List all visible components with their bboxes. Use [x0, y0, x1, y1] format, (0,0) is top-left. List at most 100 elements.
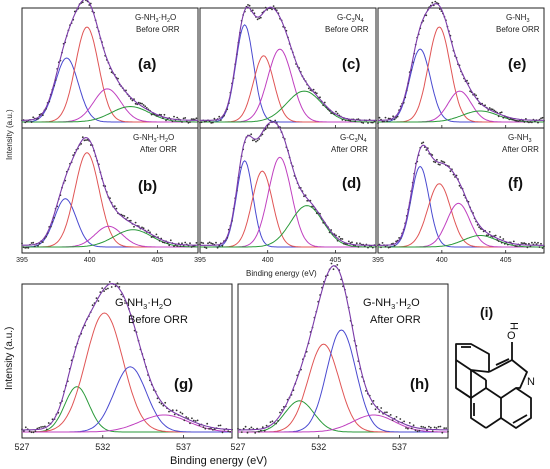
component-curve-a-3 — [22, 88, 198, 123]
raw-data-point — [246, 431, 249, 434]
state-label-a: Before ORR — [136, 25, 180, 34]
state-label-f: After ORR — [502, 145, 539, 154]
raw-data-point — [261, 426, 264, 429]
raw-data-point — [371, 121, 374, 124]
raw-data-point — [105, 288, 107, 291]
raw-data-point — [195, 242, 198, 244]
raw-data-point — [168, 410, 170, 413]
raw-data-point — [330, 262, 333, 265]
raw-data-point — [191, 417, 193, 420]
raw-data-point — [378, 116, 381, 119]
state-label-c: Before ORR — [325, 25, 369, 34]
raw-data-point — [110, 286, 113, 288]
x-tick-label-d: 395 — [194, 257, 206, 264]
sample-label-f: G-NH3 — [508, 133, 532, 144]
raw-data-point — [367, 246, 369, 249]
x-tick-label-h: 537 — [392, 442, 407, 452]
state-label-b: After ORR — [140, 145, 177, 154]
raw-data-point — [264, 6, 267, 9]
raw-data-point — [176, 116, 179, 119]
raw-data-point — [208, 241, 211, 244]
state-label-d: After ORR — [331, 145, 368, 154]
raw-data-point — [32, 116, 35, 119]
state-label-g: Before ORR — [128, 314, 188, 326]
sample-label-c: G-C3N4 — [337, 13, 364, 24]
raw-data-point — [171, 120, 174, 123]
raw-data-point — [475, 94, 477, 97]
raw-data-point — [386, 120, 388, 123]
raw-data-point — [420, 142, 423, 145]
raw-data-point — [258, 17, 261, 20]
raw-data-point — [478, 226, 480, 229]
raw-data-point — [309, 89, 312, 91]
tick-layer: 395 400 405 395 400 405 395 400 405 527 532 537 527 5… — [14, 125, 512, 452]
raw-data-point — [161, 117, 164, 119]
raw-data-point — [497, 115, 500, 118]
structure-double-bond-2 — [512, 414, 528, 424]
structure-bond-7 — [470, 387, 487, 399]
raw-data-point — [83, 139, 86, 142]
raw-data-point — [523, 242, 526, 245]
raw-data-point — [425, 149, 428, 151]
raw-data-point — [173, 413, 176, 416]
component-curve-d-1 — [200, 160, 376, 248]
raw-data-point — [435, 427, 438, 429]
raw-data-point — [212, 428, 214, 431]
raw-data-point — [30, 121, 33, 123]
raw-data-point — [497, 240, 500, 243]
raw-data-point — [493, 109, 496, 112]
raw-data-point — [155, 115, 158, 117]
raw-data-point — [203, 246, 206, 249]
raw-data-point — [315, 212, 318, 215]
raw-data-point — [384, 116, 387, 119]
raw-data-point — [250, 133, 253, 136]
sample-label-d: G-C3N4 — [340, 133, 367, 144]
raw-data-point — [251, 139, 254, 142]
top-y-axis-title: Intensity (a.u.) — [5, 109, 14, 160]
bottom-y-axis-title: Intensity (a.u.) — [4, 327, 15, 390]
structure-ring-top — [455, 343, 490, 372]
raw-data-point — [433, 426, 436, 429]
chemical-structure-i — [455, 342, 532, 429]
component-curve-d-3 — [200, 156, 376, 248]
raw-data-point — [30, 431, 33, 434]
raw-data-point — [34, 430, 37, 432]
raw-data-point — [425, 14, 428, 17]
raw-data-point — [422, 141, 425, 144]
raw-data-point — [367, 122, 369, 124]
component-curve-a-4 — [22, 105, 198, 123]
raw-data-point — [184, 241, 187, 244]
panel-label-h: (h) — [410, 376, 429, 393]
raw-data-point — [271, 8, 273, 11]
raw-data-point — [389, 414, 392, 416]
raw-data-point — [123, 215, 126, 217]
raw-data-point — [432, 160, 435, 163]
raw-data-point — [431, 430, 434, 433]
bottom-x-axis-title: Binding energy (eV) — [170, 455, 267, 467]
raw-data-point — [343, 242, 345, 245]
state-label-h: After ORR — [370, 314, 421, 326]
raw-data-point — [399, 418, 402, 420]
component-curve-d-4 — [200, 205, 376, 248]
component-curve-b-4 — [22, 229, 199, 248]
raw-data-point — [349, 119, 352, 122]
raw-data-point — [192, 419, 195, 422]
raw-data-point — [522, 242, 524, 245]
raw-data-point — [384, 411, 386, 414]
panel-label-e: (e) — [508, 56, 526, 73]
raw-data-point — [381, 120, 384, 123]
raw-data-point — [217, 424, 220, 427]
raw-data-point — [25, 246, 28, 249]
raw-data-point — [416, 430, 419, 433]
raw-data-point — [158, 239, 161, 242]
raw-data-point — [408, 422, 411, 424]
raw-data-point — [139, 102, 142, 105]
raw-data-point — [144, 105, 147, 108]
raw-data-point — [114, 285, 117, 288]
raw-data-point — [396, 115, 399, 118]
raw-data-point — [213, 428, 216, 431]
raw-data-point — [181, 242, 183, 245]
raw-data-point — [428, 425, 430, 428]
component-curve-b-1 — [22, 198, 198, 248]
raw-data-point — [81, 1, 84, 4]
